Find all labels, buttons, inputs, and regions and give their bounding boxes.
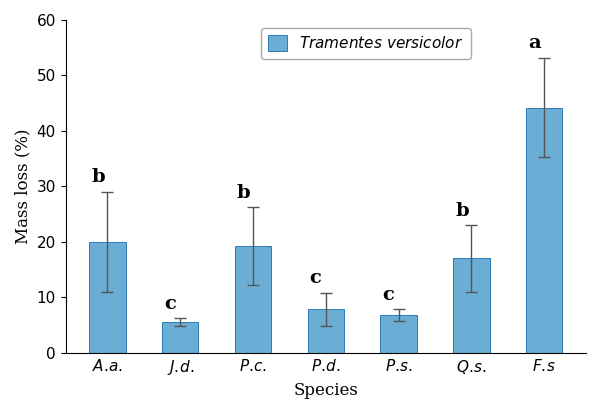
Bar bbox=[526, 107, 562, 353]
Bar bbox=[162, 322, 199, 353]
Bar bbox=[380, 315, 417, 353]
Text: c: c bbox=[164, 295, 176, 313]
Bar bbox=[453, 259, 490, 353]
Bar bbox=[235, 246, 271, 353]
X-axis label: Species: Species bbox=[293, 382, 358, 399]
Bar bbox=[308, 309, 344, 353]
Text: b: b bbox=[455, 202, 469, 220]
Legend: $\it{Tramentes\ versicolor}$: $\it{Tramentes\ versicolor}$ bbox=[260, 28, 471, 59]
Text: b: b bbox=[91, 168, 104, 186]
Text: c: c bbox=[382, 286, 394, 304]
Text: a: a bbox=[528, 34, 541, 52]
Bar bbox=[89, 242, 125, 353]
Text: c: c bbox=[310, 269, 322, 287]
Y-axis label: Mass loss (%): Mass loss (%) bbox=[14, 128, 31, 244]
Text: b: b bbox=[236, 184, 250, 202]
